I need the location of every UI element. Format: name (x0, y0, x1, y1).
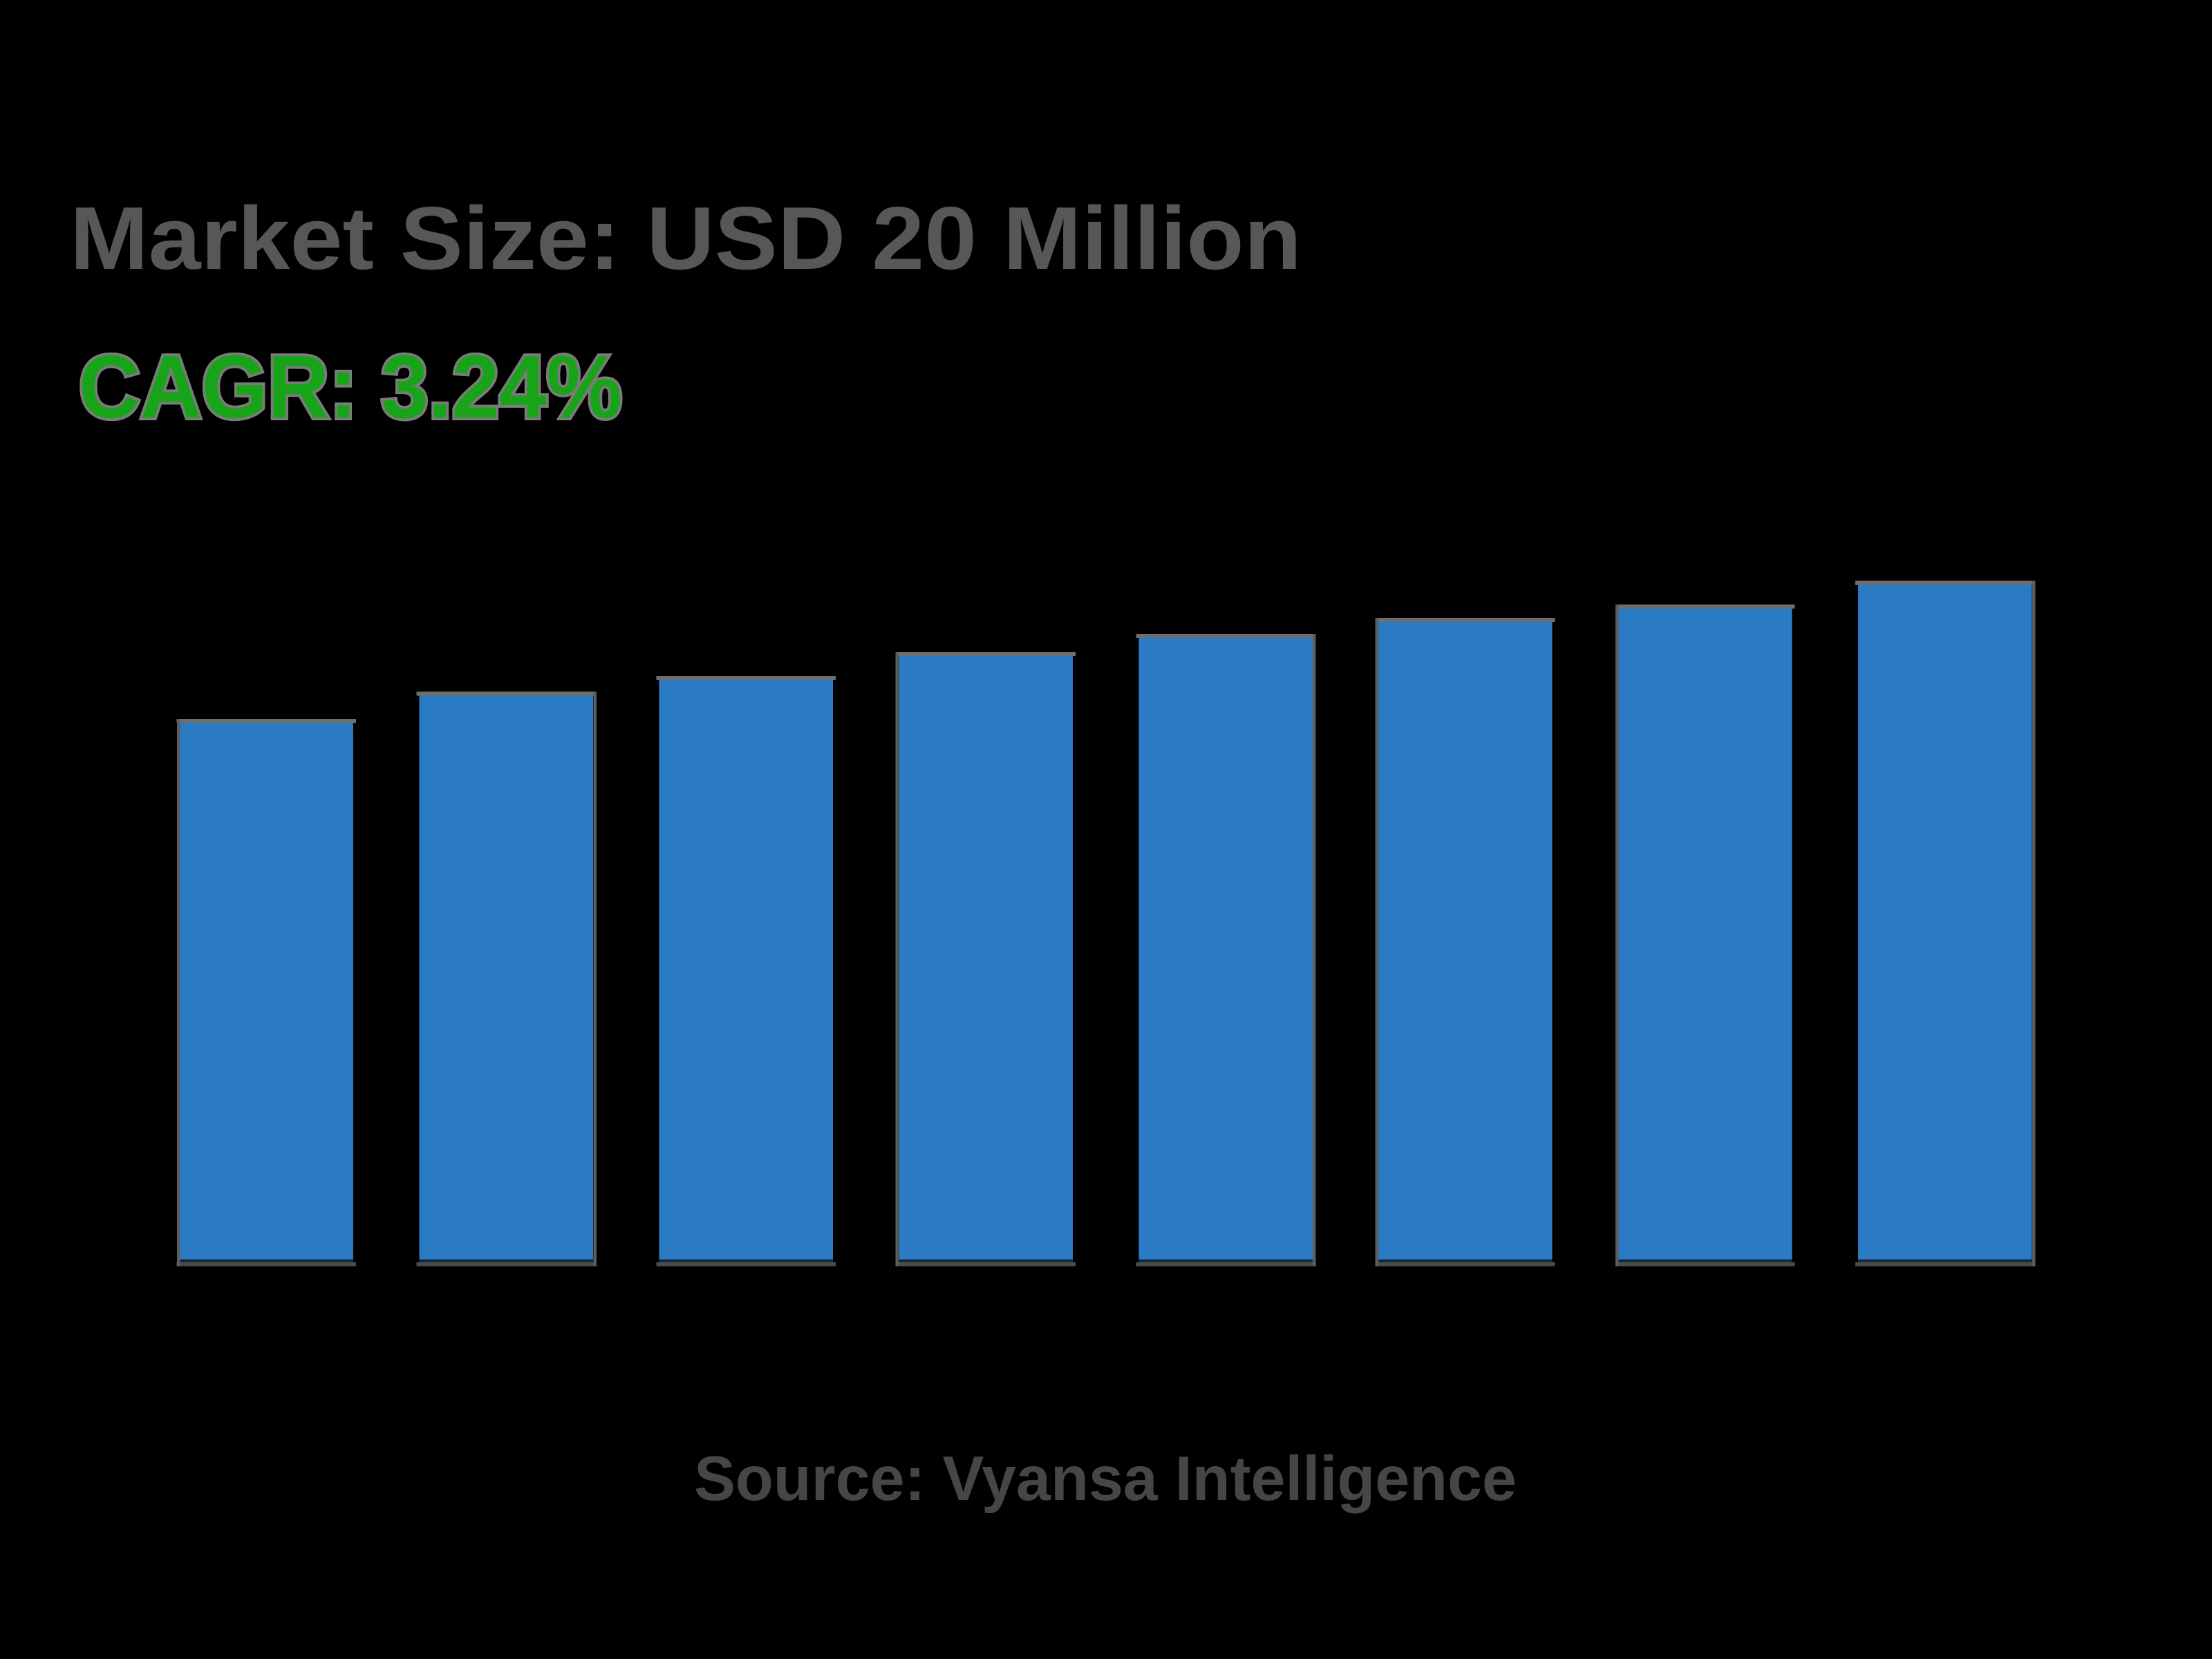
svg-text:Market Size: USD 20 Million: Market Size: USD 20 Million (70, 189, 1302, 288)
svg-text:Source: Vyansa Intelligence: Source: Vyansa Intelligence (694, 1444, 1517, 1514)
svg-text:CAGR: 3.24%: CAGR: 3.24% (79, 337, 622, 437)
